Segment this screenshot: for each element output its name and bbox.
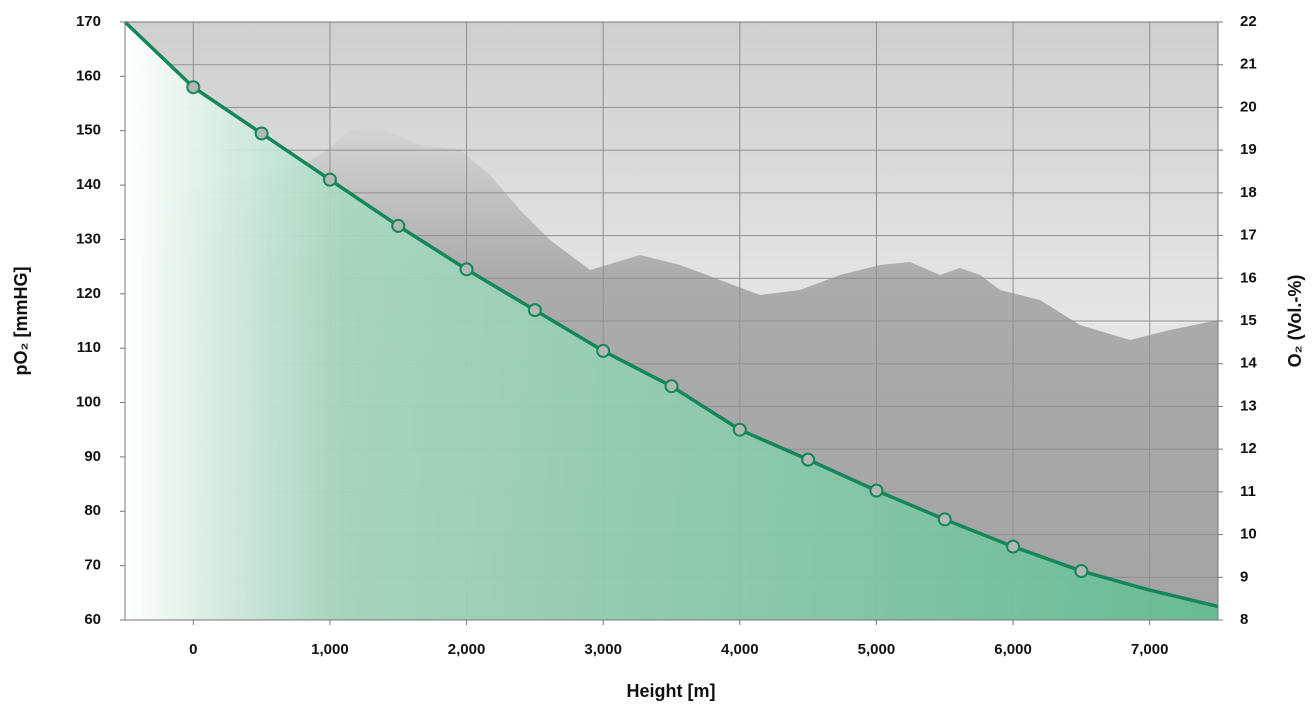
y2-tick-label: 8 — [1240, 611, 1248, 628]
y2-tick-label: 14 — [1240, 355, 1257, 372]
y-tick-label: 100 — [76, 394, 101, 411]
data-point — [801, 452, 816, 467]
y2-tick-label: 20 — [1240, 98, 1257, 115]
data-point — [732, 422, 747, 437]
y-tick-label: 110 — [77, 339, 101, 356]
y2-tick-label: 13 — [1240, 397, 1257, 414]
y2-tick-label: 19 — [1240, 141, 1257, 158]
y2-tick-label: 10 — [1240, 526, 1257, 543]
y-tick-label: 60 — [84, 611, 101, 628]
y2-tick-label: 18 — [1240, 184, 1257, 201]
y-axis-label: pO₂ [mmHG] — [11, 267, 31, 376]
y2-tick-label: 17 — [1240, 227, 1257, 244]
y2-tick-label: 15 — [1240, 312, 1257, 329]
data-point — [869, 483, 884, 498]
plot-frame — [124, 21, 1219, 621]
data-point — [937, 512, 952, 527]
y2-tick-label: 16 — [1240, 269, 1257, 286]
area — [125, 22, 1218, 620]
y2-tick-label: 22 — [1240, 13, 1257, 30]
y-tick-label: 170 — [76, 13, 101, 30]
y2-axis-label: O₂ (Vol.-%) — [1285, 275, 1305, 368]
y-tick-label: 140 — [76, 176, 101, 193]
data-point — [391, 218, 406, 233]
data-point — [596, 343, 611, 358]
x-tick-label: 6,000 — [994, 641, 1032, 658]
x-axis-label: Height [m] — [627, 681, 716, 701]
y-tick-label: 120 — [76, 285, 101, 302]
y-tick-label: 150 — [76, 122, 101, 139]
data-point — [1074, 564, 1089, 579]
x-tick-label: 0 — [189, 641, 197, 658]
plot — [123, 20, 1219, 620]
x-tick-label: 7,000 — [1131, 641, 1169, 658]
data-point — [254, 126, 269, 141]
y-tick-label: 90 — [84, 448, 101, 465]
data-point — [459, 262, 474, 277]
x-tick-label: 4,000 — [721, 641, 759, 658]
data-point — [186, 80, 201, 95]
y2-tick-label: 21 — [1240, 56, 1257, 73]
y2-tick-label: 12 — [1240, 440, 1257, 457]
x-tick-label: 1,000 — [311, 641, 349, 658]
y-tick-label: 70 — [84, 557, 101, 574]
labels: Height [m] pO₂ [mmHG] O₂ (Vol.-%) 0 1,000… — [11, 13, 1305, 701]
y2-tick-label: 11 — [1240, 483, 1256, 500]
x-tick-label: 5,000 — [858, 641, 896, 658]
x-tick-label: 3,000 — [584, 641, 622, 658]
data-point — [1006, 539, 1021, 554]
y2-tick-label: 9 — [1240, 568, 1248, 585]
data-point — [527, 303, 542, 318]
y-tick-label: 130 — [76, 230, 101, 247]
y-tick-label: 160 — [76, 67, 101, 84]
data-point — [322, 172, 337, 187]
y-tick-label: 80 — [84, 502, 101, 519]
data-point — [664, 379, 679, 394]
x-tick-label: 2,000 — [448, 641, 486, 658]
